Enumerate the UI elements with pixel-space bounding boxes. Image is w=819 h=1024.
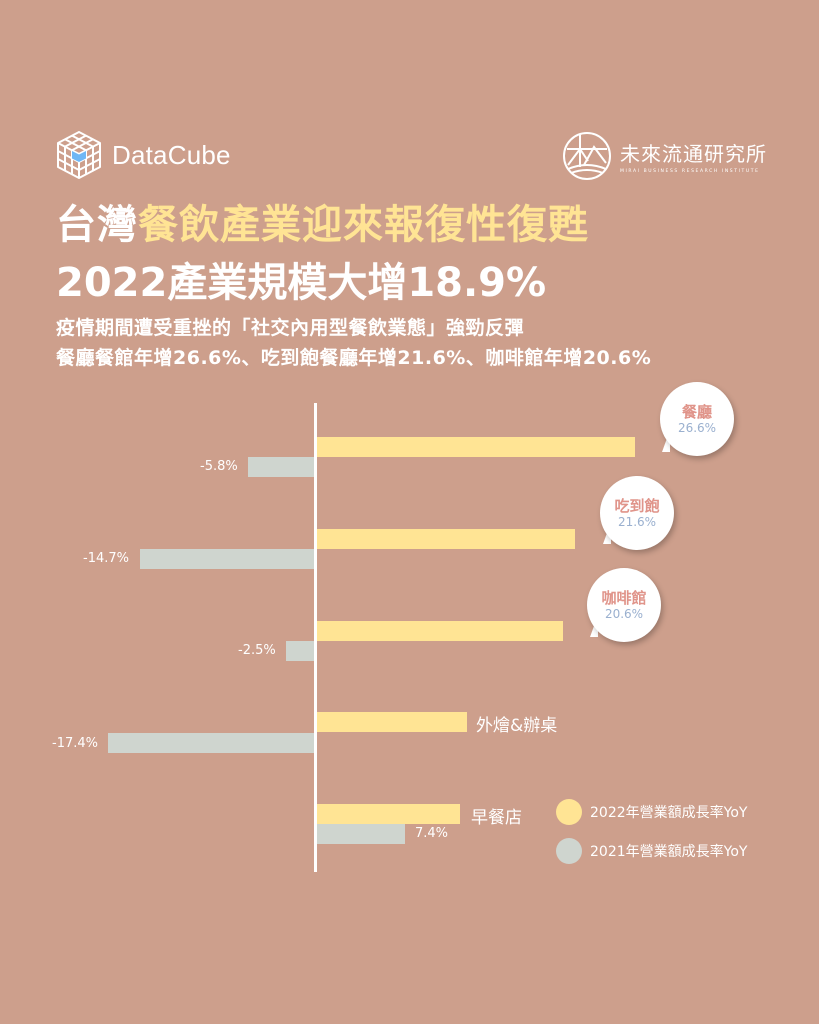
legend-swatch-2021-icon [556,838,582,864]
bubble-value: 21.6% [617,514,657,529]
main-title-line2: 2022產業規模大增18.9% [56,260,547,306]
mirai-brand: 未來流通研究所 MIRAI BUSINESS RESEARCH INSTITUT… [562,131,767,181]
value-label-2021-cafe: -2.5% [238,643,276,658]
subtitle-line2: 餐廳餐館年增26.6%、吃到飽餐廳年增21.6%、咖啡館年增20.6% [56,347,652,369]
mirai-name-zh: 未來流通研究所 [620,142,767,166]
value-label-2021-buffet: -14.7% [83,551,129,566]
callout-bubble-restaurant: 餐廳 26.6% [660,382,734,456]
bar-2021-restaurant [248,457,314,477]
callout-bubble-buffet: 吃到飽 21.6% [600,476,674,550]
legend-label-2021: 2021年營業額成長率YoY [590,844,748,860]
legend-item-2022: 2022年營業額成長率YoY [556,799,747,825]
bubble-tail-restaurant [650,430,670,452]
bar-2022-catering [317,712,467,732]
title-white-part: 台灣 [56,202,138,248]
bar-2021-cafe [286,641,314,661]
legend-item-2021: 2021年營業額成長率YoY [556,838,747,864]
bar-2021-catering [108,733,314,753]
bar-2022-cafe [317,621,563,641]
mirai-name-en: MIRAI BUSINESS RESEARCH INSTITUTE [620,169,760,174]
cube-logo-icon [57,131,101,179]
title-highlight-part: 餐飲產業迎來報復性復甦 [138,202,589,248]
bubble-title: 咖啡館 [601,588,647,607]
value-label-2021-breakfast: 7.4% [415,826,449,841]
bar-2021-breakfast [317,824,405,844]
bubble-value: 20.6% [604,606,644,621]
main-title-line1: 台灣餐飲產業迎來報復性復甦 [56,192,589,250]
callout-bubble-cafe: 咖啡館 20.6% [587,568,661,642]
legend-swatch-2022-icon [556,799,582,825]
zero-axis [314,403,317,872]
category-label-catering: 外燴&辦桌 [476,716,558,736]
datacube-wordmark: DataCube [112,139,231,170]
bar-2022-breakfast [317,804,460,824]
bubble-title: 吃到飽 [614,496,660,515]
subtitle-line1: 疫情期間遭受重挫的「社交內用型餐飲業態」強勁反彈 [56,317,525,339]
bar-2021-buffet [140,549,314,569]
value-label-2021-restaurant: -5.8% [200,459,238,474]
category-label-breakfast: 早餐店 [471,808,522,828]
mirai-logo-icon [563,132,611,180]
bar-2022-restaurant [317,437,635,457]
bubble-title: 餐廳 [681,402,712,421]
bubble-value: 26.6% [677,420,717,435]
bar-2022-buffet [317,529,575,549]
value-label-2021-catering: -17.4% [52,736,98,751]
legend-label-2022: 2022年營業額成長率YoY [590,805,748,821]
datacube-brand: DataCube [56,130,231,180]
